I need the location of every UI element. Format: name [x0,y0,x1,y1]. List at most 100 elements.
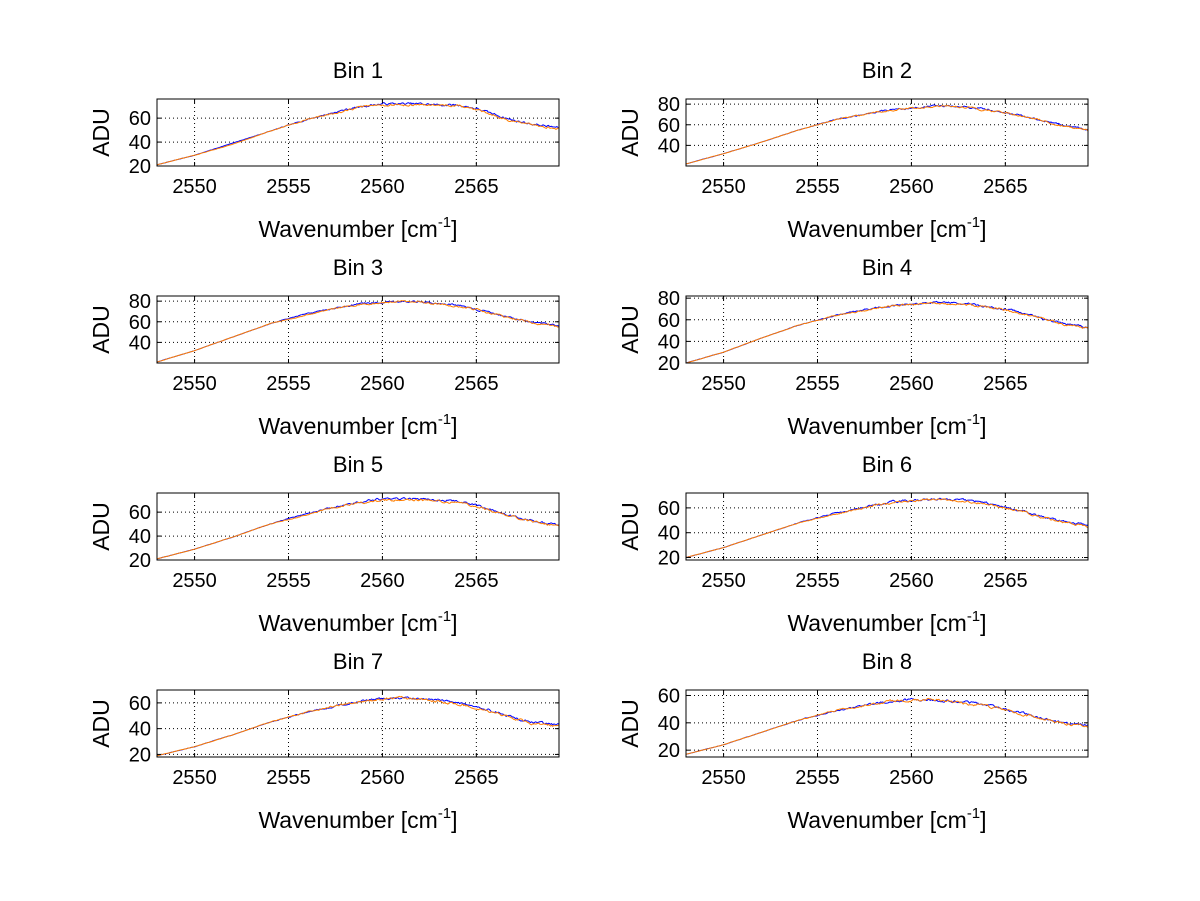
chart3-y-tick-label-0: 40 [129,332,151,354]
chart4-x-tick-label-3: 2565 [983,373,1028,395]
chart1-y-tick-label-2: 60 [129,108,151,130]
chart1-y-axis-label: ADU [88,108,114,157]
chart3-x-tick-label-1: 2555 [266,373,311,395]
chart7-y-tick-label-2: 60 [129,693,151,715]
chart1-x-tick-label-1: 2555 [266,176,311,198]
chart4-x-axis-label: Wavenumber [cm-1] [787,411,986,439]
chart2-title: Bin 2 [862,58,912,83]
chart6-x-tick-label-2: 2560 [889,570,934,592]
chart2-x-tick-label-2: 2560 [889,176,934,198]
chart4-axes-box [685,295,1089,364]
chart5-series-2-line [156,498,560,560]
chart3-axes-box [156,295,560,364]
chart7-x-tick-label-0: 2550 [172,767,217,789]
chart7-y-tick-label-1: 40 [129,719,151,741]
chart7-y-axis-label: ADU [88,699,114,748]
chart2-y-tick-label-0: 40 [658,135,680,157]
chart3-y-axis-label: ADU [88,305,114,354]
chart5-y-tick-label-2: 60 [129,502,151,524]
chart3-y-tick-label-2: 80 [129,291,151,313]
chart5-series-1-line [156,497,560,560]
chart4-y-tick-label-0: 20 [658,353,680,375]
chart7-title: Bin 7 [333,649,383,674]
chart8-axes-box [685,689,1089,758]
chart6-y-tick-label-0: 20 [658,548,680,570]
chart4-y-axis-label: ADU [617,305,643,354]
chart6-title: Bin 6 [862,452,912,477]
chart2-y-axis-label: ADU [617,108,643,157]
chart2-x-tick-label-0: 2550 [701,176,746,198]
chart4-y-tick-label-2: 60 [658,310,680,332]
chart8-x-tick-label-2: 2560 [889,767,934,789]
chart4-series-2-line [685,301,1089,364]
chart3-series-1-line [156,300,560,363]
chart1-x-tick-label-3: 2565 [454,176,499,198]
chart6-axes-box [685,492,1089,561]
chart3-title: Bin 3 [333,255,383,280]
chart2-x-tick-label-3: 2565 [983,176,1028,198]
chart5-title: Bin 5 [333,452,383,477]
chart2-x-tick-label-1: 2555 [795,176,840,198]
chart3-series-2-line [156,300,560,363]
chart2-axes-box [685,98,1089,167]
chart1-series-1-line [156,102,560,166]
chart8-x-tick-label-3: 2565 [983,767,1028,789]
chart1-axes-box [156,98,560,167]
chart7-panel: 2550 2555 2560 2565 20 40 60 Bin 7 Wavenumber [c… [88,649,560,833]
chart2-y-tick-label-2: 80 [658,94,680,116]
chart1-series-2-line [156,103,560,166]
chart7-axes-box [156,689,560,758]
chart6-x-tick-label-0: 2550 [701,570,746,592]
chart8-y-axis-label: ADU [617,699,643,748]
chart1-x-axis-label: Wavenumber [cm-1] [258,214,457,242]
chart2-x-axis-label: Wavenumber [cm-1] [787,214,986,242]
chart8-x-axis-label: Wavenumber [cm-1] [787,805,986,833]
chart2-series-1-line [685,104,1089,165]
chart5-y-axis-label: ADU [88,502,114,551]
chart1-y-tick-label-1: 40 [129,132,151,154]
chart7-series-1-line [156,696,560,757]
chart7-series-2-line [156,695,560,757]
chart6-x-tick-label-1: 2555 [795,570,840,592]
chart8-y-tick-label-0: 20 [658,740,680,762]
chart6-series-1-line [685,497,1089,559]
chart8-y-tick-label-2: 60 [658,685,680,707]
chart7-y-tick-label-0: 20 [129,744,151,766]
chart5-x-tick-label-1: 2555 [266,570,311,592]
chart6-panel: 2550 2555 2560 2565 20 40 60 Bin 6 Wavenumber [c… [617,452,1089,636]
chart8-y-tick-label-1: 40 [658,713,680,735]
chart6-x-axis-label: Wavenumber [cm-1] [787,608,986,636]
chart5-x-tick-label-3: 2565 [454,570,499,592]
chart6-x-tick-label-3: 2565 [983,570,1028,592]
chart4-x-tick-label-1: 2555 [795,373,840,395]
chart2-series-2-line [685,104,1089,165]
chart8-title: Bin 8 [862,649,912,674]
chart8-x-tick-label-0: 2550 [701,767,746,789]
chart5-y-tick-label-0: 20 [129,550,151,572]
chart6-y-tick-label-2: 60 [658,498,680,520]
chart6-series-2-line [685,498,1089,559]
chart3-x-axis-label: Wavenumber [cm-1] [258,411,457,439]
chart3-x-tick-label-3: 2565 [454,373,499,395]
chart3-y-tick-label-1: 60 [129,312,151,334]
chart5-axes-box [156,492,560,561]
chart5-y-tick-label-1: 40 [129,526,151,548]
chart7-x-tick-label-1: 2555 [266,767,311,789]
chart1-title: Bin 1 [333,58,383,83]
chart4-y-tick-label-3: 80 [658,288,680,310]
chart2-y-tick-label-1: 60 [658,115,680,137]
chart8-x-tick-label-1: 2555 [795,767,840,789]
chart8-series-1-line [685,697,1089,755]
chart4-y-tick-label-1: 40 [658,331,680,353]
chart3-x-tick-label-2: 2560 [360,373,405,395]
chart1-x-tick-label-2: 2560 [360,176,405,198]
chart7-x-axis-label: Wavenumber [cm-1] [258,805,457,833]
chart1-x-tick-label-0: 2550 [172,176,217,198]
chart5-x-axis-label: Wavenumber [cm-1] [258,608,457,636]
chart8-panel: 2550 2555 2560 2565 20 40 60 Bin 8 Wavenumber [c… [617,649,1089,833]
